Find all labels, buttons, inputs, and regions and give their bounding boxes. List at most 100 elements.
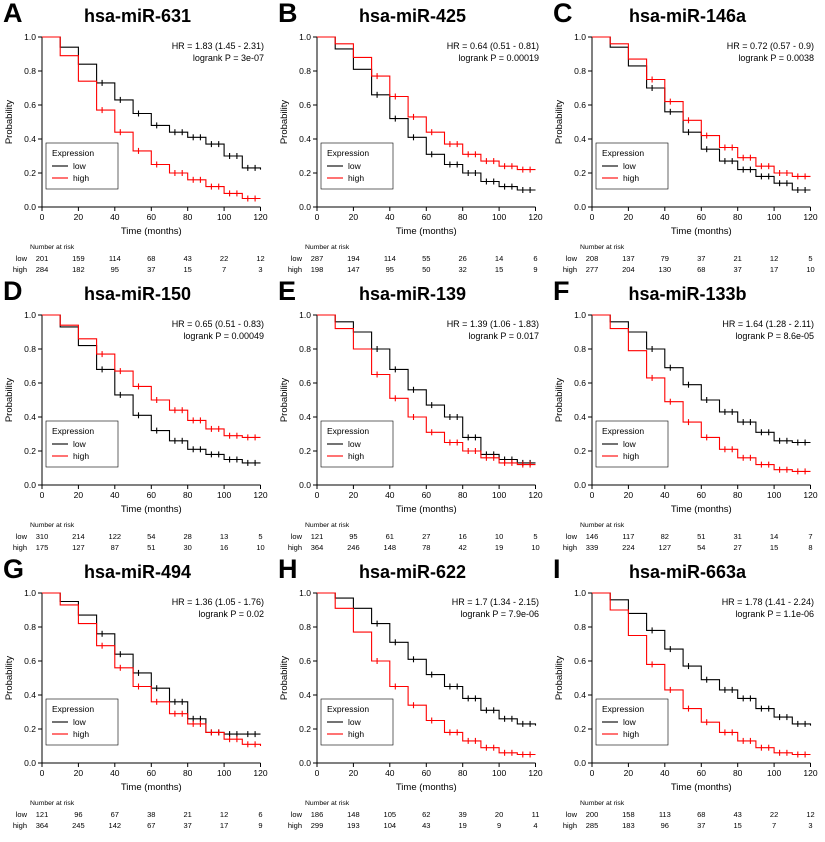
svg-text:6: 6 [533,254,537,263]
axes [38,592,261,767]
svg-text:10: 10 [495,532,503,541]
svg-text:high: high [348,451,364,461]
svg-text:high: high [73,173,89,183]
svg-text:68: 68 [697,265,705,274]
panel-title: hsa-miR-631 [83,6,192,26]
svg-text:7: 7 [222,265,226,274]
svg-text:0.4: 0.4 [299,690,311,700]
svg-text:0.2: 0.2 [24,168,36,178]
svg-text:37: 37 [734,265,742,274]
panel-letter: I [553,554,561,584]
svg-text:high: high [13,543,27,552]
axes [313,592,536,767]
svg-text:Expression: Expression [52,148,94,158]
svg-text:0.0: 0.0 [24,758,36,768]
panel-title: hsa-miR-425 [358,6,467,26]
panel-header: I hsa-miR-663a [550,554,825,585]
km-plot: 0 20 40 60 80 100 120 0.0 0.2 0.4 0.6 0.8 1.0 Time (m… [279,588,543,830]
svg-text:299: 299 [311,821,324,830]
svg-text:214: 214 [72,532,85,541]
legend: Expression low high [320,698,394,746]
svg-text:100: 100 [492,212,506,222]
svg-text:186: 186 [311,810,324,819]
svg-text:0.6: 0.6 [574,378,586,388]
svg-text:19: 19 [495,543,503,552]
axes [313,314,536,489]
svg-text:16: 16 [459,532,467,541]
svg-text:Probability: Probability [4,100,15,145]
svg-text:0.8: 0.8 [574,344,586,354]
km-plot: 0 20 40 60 80 100 120 0.0 0.2 0.4 0.6 0.8 1.0 Time (m… [554,310,818,552]
svg-text:0.0: 0.0 [299,480,311,490]
svg-text:7: 7 [772,821,776,830]
axis-labels: 0 20 40 60 80 100 120 0.0 0.2 0.4 0.6 0.8 1.0 Time (m… [4,588,268,793]
svg-text:Expression: Expression [327,426,369,436]
svg-text:9: 9 [497,821,501,830]
svg-text:40: 40 [385,490,395,500]
svg-text:1.0: 1.0 [574,32,586,42]
svg-text:37: 37 [184,821,192,830]
svg-text:16: 16 [220,543,228,552]
svg-text:4: 4 [533,821,537,830]
svg-text:61: 61 [386,532,394,541]
svg-text:low: low [348,161,362,171]
svg-text:low: low [566,810,578,819]
svg-text:198: 198 [311,265,324,274]
svg-text:0.8: 0.8 [24,344,36,354]
legend: Expression low high [45,698,119,746]
svg-text:1.0: 1.0 [574,588,586,598]
svg-text:0.4: 0.4 [24,134,36,144]
svg-text:95: 95 [386,265,394,274]
svg-text:100: 100 [492,490,506,500]
curve-high [42,314,261,441]
svg-text:204: 204 [622,265,635,274]
hr-annotation: HR = 0.65 (0.51 - 0.83) [172,319,264,329]
svg-text:80: 80 [458,490,468,500]
svg-text:high: high [623,173,639,183]
svg-text:20: 20 [74,768,84,778]
svg-text:78: 78 [422,543,430,552]
svg-text:122: 122 [109,532,122,541]
svg-text:183: 183 [622,821,635,830]
svg-text:0.4: 0.4 [24,690,36,700]
km-panel: E hsa-miR-139 0 20 40 60 80 100 120 0.0 0.2 0.4 0.… [275,278,550,559]
axes [38,36,261,211]
svg-text:Expression: Expression [327,148,369,158]
svg-text:17: 17 [220,821,228,830]
svg-text:0.8: 0.8 [24,66,36,76]
svg-text:159: 159 [72,254,85,263]
km-plot: 0 20 40 60 80 100 120 0.0 0.2 0.4 0.6 0.8 1.0 Time (m… [279,310,543,552]
axes [313,36,536,211]
svg-text:0.6: 0.6 [299,100,311,110]
svg-text:Time (months): Time (months) [396,782,457,793]
svg-text:147: 147 [347,265,360,274]
svg-text:high: high [623,729,639,739]
svg-text:42: 42 [459,543,467,552]
svg-text:Probability: Probability [279,378,290,423]
km-plot: 0 20 40 60 80 100 120 0.0 0.2 0.4 0.6 0.8 1.0 Time (m… [279,32,543,274]
svg-text:0.4: 0.4 [574,134,586,144]
legend: Expression low high [595,142,669,190]
svg-text:310: 310 [36,532,49,541]
panel-header: E hsa-miR-139 [275,278,550,307]
axis-labels: 0 20 40 60 80 100 120 0.0 0.2 0.4 0.6 0.8 1.0 Time (m… [554,310,818,515]
svg-text:1.0: 1.0 [24,310,36,320]
svg-text:175: 175 [36,543,49,552]
axes [588,36,811,211]
svg-text:20: 20 [349,768,359,778]
svg-text:79: 79 [661,254,669,263]
svg-text:32: 32 [459,265,467,274]
hr-annotation: HR = 1.7 (1.34 - 2.15) [452,597,539,607]
svg-text:high: high [73,451,89,461]
svg-text:Expression: Expression [602,704,644,714]
svg-text:339: 339 [586,543,599,552]
panel-title: hsa-miR-150 [83,284,192,304]
svg-text:Probability: Probability [4,656,15,701]
axis-labels: 0 20 40 60 80 100 120 0.0 0.2 0.4 0.6 0.8 1.0 Time (m… [554,32,818,237]
svg-text:10: 10 [256,543,264,552]
svg-text:22: 22 [220,254,228,263]
axis-labels: 0 20 40 60 80 100 120 0.0 0.2 0.4 0.6 0.8 1.0 Time (m… [279,32,543,237]
svg-text:20: 20 [624,490,634,500]
svg-text:100: 100 [767,768,781,778]
